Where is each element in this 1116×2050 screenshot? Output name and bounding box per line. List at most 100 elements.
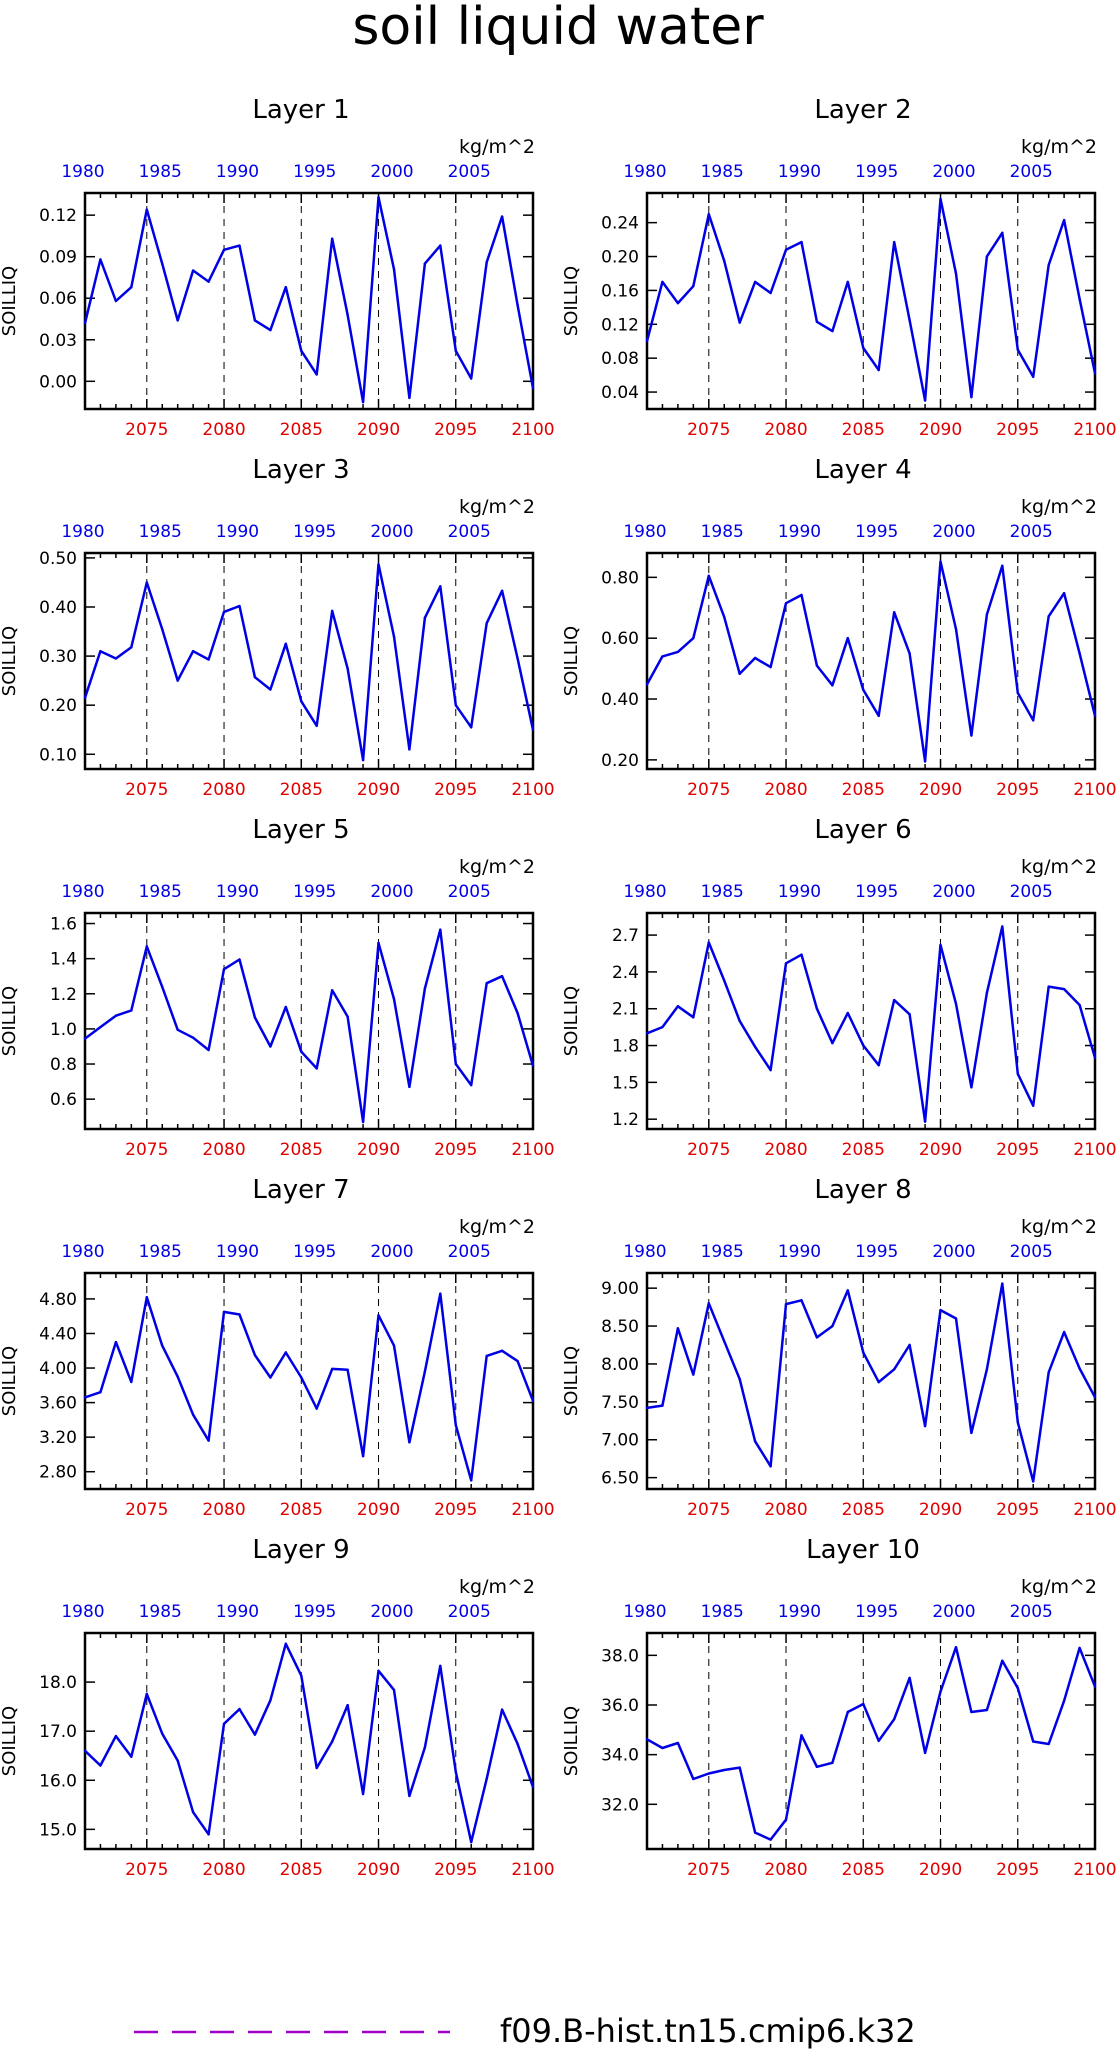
data-point [877, 1739, 880, 1742]
data-point [738, 1766, 741, 1769]
data-point [330, 989, 334, 992]
data-point [846, 636, 850, 640]
data-point [176, 1375, 179, 1378]
data-point [161, 1344, 164, 1347]
data-point [300, 1674, 303, 1677]
data-point [361, 1454, 365, 1458]
data-point [408, 1794, 411, 1798]
bottom-axis-tick-label: 2080 [202, 1140, 245, 1160]
y-tick-label: 0.60 [601, 629, 639, 649]
data-point [815, 320, 819, 323]
data-point [939, 560, 942, 563]
data-point [707, 574, 710, 578]
bottom-axis-tick-label: 2075 [125, 780, 168, 800]
y-tick-label: 1.6 [50, 915, 77, 935]
bottom-axis-tick-label: 2085 [842, 1140, 885, 1160]
y-axis-label: SOILLIQ [0, 1706, 20, 1776]
data-point [161, 262, 164, 265]
data-point [161, 627, 164, 631]
top-axis-tick-label: 1980 [623, 882, 666, 902]
bottom-axis-tick-label: 2085 [280, 1140, 323, 1160]
top-axis-tick-label: 1995 [293, 162, 336, 182]
top-axis-tick-label: 2005 [1010, 162, 1053, 182]
data-point [676, 1741, 680, 1745]
bottom-axis-tick-label: 2080 [764, 1860, 807, 1880]
units-label: kg/m^2 [459, 136, 535, 158]
data-point [1062, 218, 1066, 222]
y-tick-label: 0.80 [601, 568, 639, 588]
data-point [769, 291, 772, 295]
data-point [908, 318, 911, 322]
top-axis-tick-label: 1980 [623, 1602, 666, 1622]
bottom-axis-tick-label: 2095 [996, 420, 1039, 440]
top-axis-tick-label: 1995 [855, 1602, 898, 1622]
y-tick-label: 0.10 [39, 745, 77, 765]
data-point [485, 261, 488, 264]
y-tick-label: 0.40 [39, 598, 77, 618]
data-point [892, 1368, 896, 1371]
data-point [800, 240, 803, 244]
data-point [831, 1761, 834, 1765]
data-point [392, 635, 396, 638]
y-tick-label: 38.0 [601, 1646, 639, 1666]
data-point [330, 609, 334, 613]
data-point [176, 679, 179, 682]
data-point [361, 1792, 365, 1796]
data-point [330, 237, 334, 240]
plot-frame [645, 1271, 1097, 1491]
data-point [361, 758, 365, 762]
top-axis-tick-label: 1985 [701, 1602, 744, 1622]
data-point [377, 563, 380, 566]
y-tick-label: 0.24 [601, 214, 639, 234]
data-point [99, 1025, 102, 1029]
y-axis-label: SOILLIQ [561, 266, 582, 336]
top-axis-tick-label: 2005 [1010, 1242, 1053, 1262]
data-point [645, 1406, 649, 1410]
data-point [392, 267, 396, 271]
data-point [784, 1818, 788, 1821]
data-point [191, 1810, 195, 1814]
bottom-axis-tick-label: 2085 [280, 1860, 323, 1880]
plot-frame [83, 551, 535, 771]
data-point [269, 1699, 272, 1702]
bottom-axis-tick-label: 2075 [125, 1860, 168, 1880]
bottom-axis-tick-label: 2080 [202, 780, 245, 800]
top-axis-tick-label: 1990 [778, 162, 821, 182]
top-axis-tick-label: 1980 [623, 162, 666, 182]
data-point [892, 1717, 896, 1721]
data-point [692, 1373, 695, 1376]
data-point [83, 1749, 87, 1753]
data-point [300, 1376, 303, 1379]
data-point [284, 1642, 288, 1646]
data-point [454, 1062, 457, 1066]
bottom-axis-tick-label: 2090 [357, 1500, 400, 1520]
data-point [99, 1764, 102, 1767]
data-point [676, 1327, 680, 1330]
data-point [222, 248, 226, 251]
data-point [1062, 1330, 1066, 1334]
data-point [661, 655, 664, 658]
bottom-axis-tick-label: 2085 [280, 420, 323, 440]
data-point [923, 760, 927, 763]
figure-title: soil liquid water [352, 0, 764, 57]
bottom-axis-tick-label: 2100 [511, 1500, 554, 1520]
bottom-axis-tick-label: 2085 [842, 1860, 885, 1880]
data-point [99, 1391, 102, 1394]
series-line [84, 1642, 535, 1844]
data-point [862, 346, 865, 350]
data-point [923, 1424, 927, 1428]
data-point [661, 1746, 664, 1750]
data-point [130, 1009, 133, 1012]
panel-title: Layer 10 [806, 1535, 920, 1565]
data-point [83, 321, 87, 325]
data-point [800, 1299, 803, 1302]
bottom-axis-tick-label: 2080 [202, 420, 245, 440]
data-point [500, 1349, 504, 1352]
data-point [253, 1016, 257, 1019]
data-point [892, 611, 896, 614]
y-axis-label: SOILLIQ [561, 986, 582, 1056]
data-point [645, 683, 649, 686]
y-tick-label: 32.0 [601, 1795, 639, 1815]
data-point [191, 649, 195, 653]
data-point [207, 658, 210, 661]
